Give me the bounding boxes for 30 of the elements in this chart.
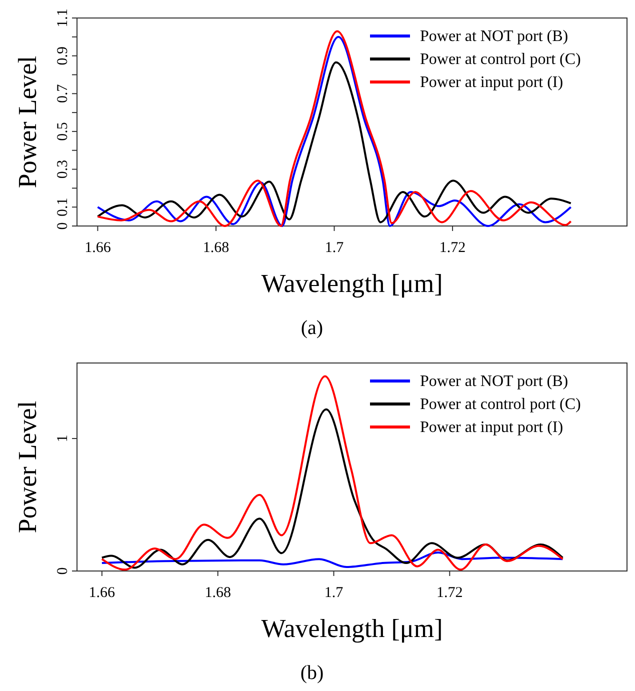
y-tick-label: 0: [55, 567, 71, 575]
x-tick-label: 1.72: [439, 240, 466, 256]
y-tick-label: 1.1: [55, 8, 71, 28]
legend-label: Power at NOT port (B): [420, 28, 568, 45]
y-tick-label: 0: [55, 222, 71, 230]
line-series: [100, 551, 564, 568]
legend-label: Power at control port (C): [420, 51, 581, 68]
x-tick-label: 1.72: [436, 585, 463, 601]
y-tick-label: 0.7: [55, 84, 71, 104]
y-axis-title: Power Level: [13, 56, 42, 188]
legend-label: Power at NOT port (B): [420, 373, 568, 390]
x-tick-label: 1.7: [324, 240, 344, 256]
y-tick-label: 0.5: [55, 122, 71, 141]
x-tick-label: 1.68: [204, 585, 231, 601]
x-tick-label: 1.66: [88, 585, 116, 601]
text: (a): [300, 317, 324, 339]
x-axis-title: Wavelength [μm]: [261, 614, 443, 643]
legend-label: Power at input port (I): [420, 74, 564, 91]
text: (b): [300, 662, 324, 684]
x-tick-label: 1.66: [84, 240, 112, 256]
y-tick-label: 0.3: [55, 160, 71, 179]
x-tick-label: 1.68: [202, 240, 230, 256]
y-tick-label: 0.1: [55, 198, 71, 216]
x-axis-title: Wavelength [μm]: [261, 269, 443, 298]
legend-label: Power at control port (C): [420, 396, 581, 413]
legend-label: Power at input port (I): [420, 419, 564, 436]
y-tick-label: 1: [55, 434, 71, 442]
x-tick-label: 1.7: [324, 585, 344, 601]
y-axis-title: Power Level: [13, 400, 42, 534]
y-tick-label: 0.9: [55, 46, 71, 66]
